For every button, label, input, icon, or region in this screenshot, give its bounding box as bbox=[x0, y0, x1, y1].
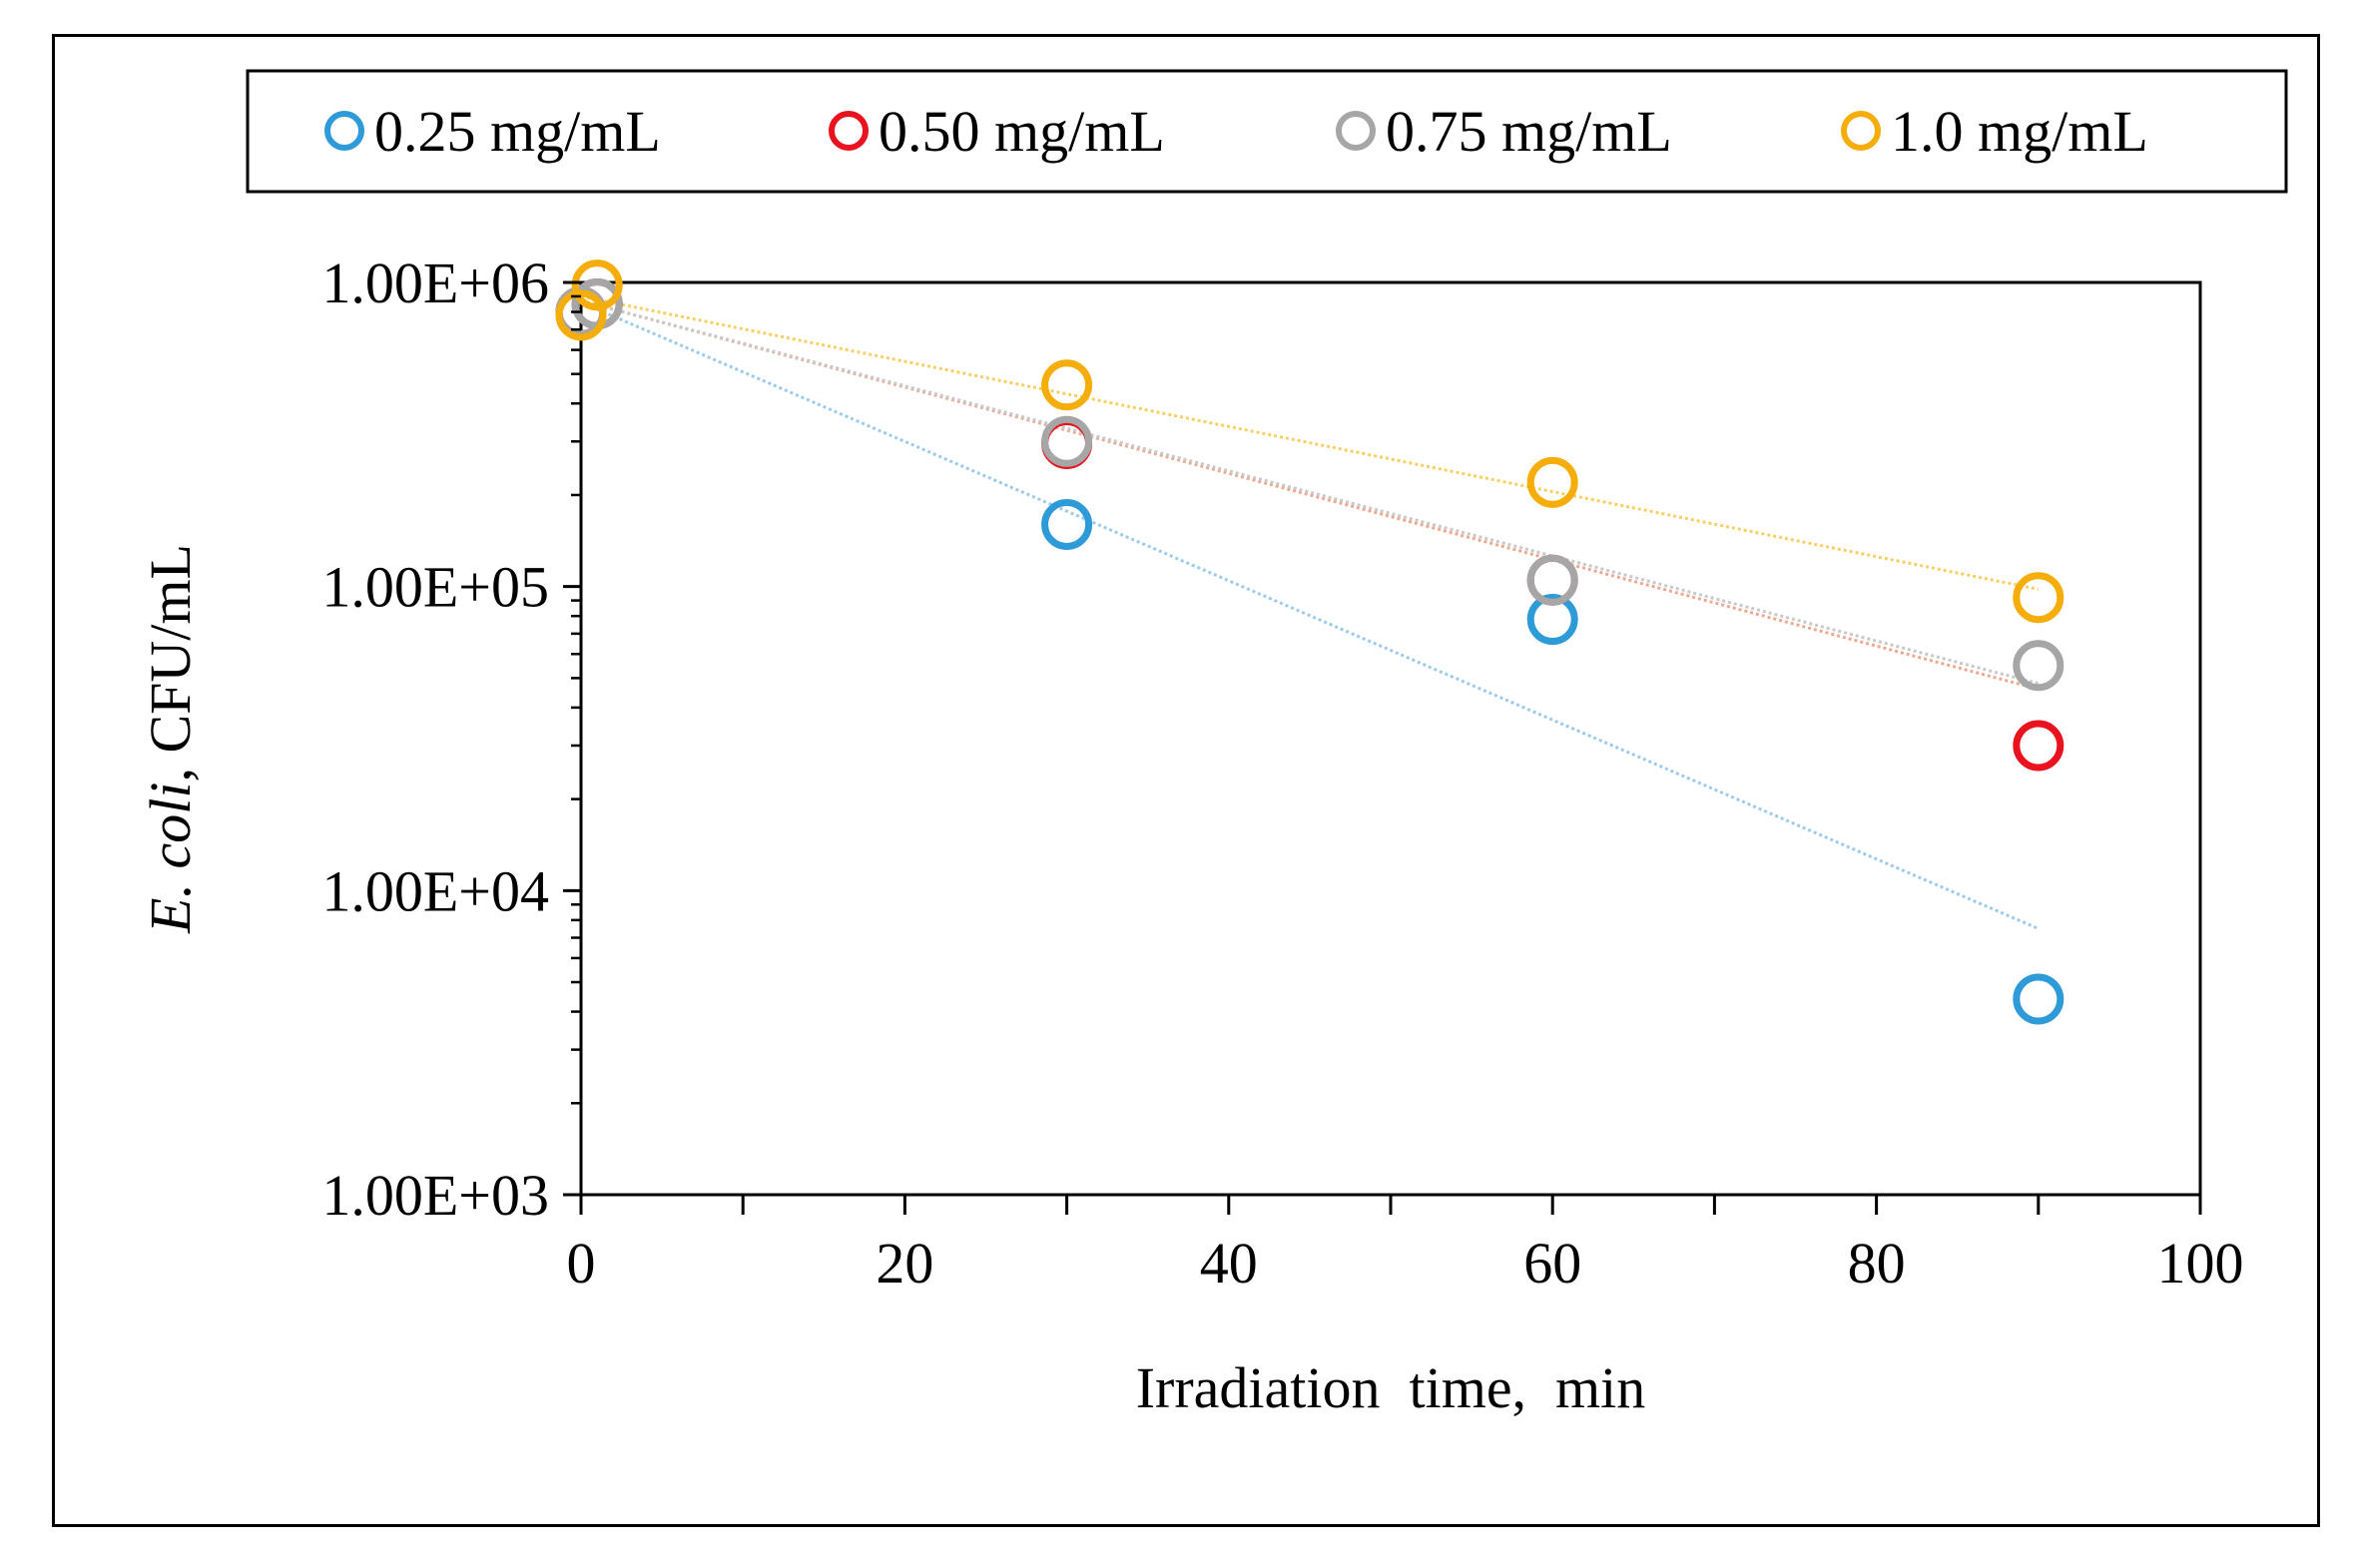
trendline bbox=[580, 300, 2040, 930]
x-tick-label: 80 bbox=[1848, 1231, 1906, 1296]
x-tick-label: 60 bbox=[1523, 1231, 1581, 1296]
legend-label: 1.0 mg/mL bbox=[1891, 99, 2148, 164]
data-point bbox=[1041, 359, 1093, 411]
data-point bbox=[555, 289, 607, 341]
y-axis-label-italic: E. coli bbox=[138, 783, 203, 934]
data-point bbox=[2013, 720, 2064, 772]
legend-marker bbox=[324, 111, 364, 151]
legend-label: 0.75 mg/mL bbox=[1386, 99, 1672, 164]
legend-box bbox=[246, 69, 2288, 194]
y-tick-label: 1.00E+03 bbox=[321, 1163, 549, 1228]
legend-marker bbox=[829, 111, 869, 151]
legend: 0.25 mg/mL 0.50 mg/mL 0.75 mg/mL 1.0 mg/mL bbox=[324, 99, 2148, 164]
x-tick-label: 40 bbox=[1200, 1231, 1258, 1296]
x-axis: 0 20 40 60 80 100 bbox=[567, 1195, 2244, 1296]
data-point bbox=[2013, 572, 2064, 624]
legend-marker bbox=[1841, 111, 1881, 151]
y-tick-label: 1.00E+04 bbox=[321, 858, 549, 923]
x-tick-label: 20 bbox=[876, 1231, 933, 1296]
trendline bbox=[580, 294, 2040, 591]
plot-area bbox=[579, 280, 2202, 1197]
legend-marker bbox=[1336, 111, 1376, 151]
data-point bbox=[1041, 498, 1093, 550]
trendlines bbox=[580, 294, 2040, 930]
y-axis: 1.00E+03 1.00E+04 1.00E+05 1.00E+06 bbox=[321, 251, 581, 1228]
x-tick-label: 100 bbox=[2157, 1231, 2244, 1296]
data-point bbox=[2013, 640, 2064, 692]
y-axis-label: E. coli, CFU/mL bbox=[138, 544, 203, 934]
data-point bbox=[571, 260, 623, 311]
data-point bbox=[1526, 594, 1578, 646]
y-axis-label-rest: , CFU/mL bbox=[138, 544, 203, 783]
data-point bbox=[1526, 554, 1578, 606]
y-tick-label: 1.00E+06 bbox=[321, 251, 549, 315]
y-tick-label: 1.00E+05 bbox=[321, 555, 549, 620]
data-point bbox=[2013, 973, 2064, 1025]
data-points bbox=[555, 260, 2064, 1025]
x-tick-label: 0 bbox=[567, 1231, 596, 1296]
data-point bbox=[1526, 456, 1578, 508]
legend-label: 0.50 mg/mL bbox=[879, 99, 1165, 164]
legend-label: 0.25 mg/mL bbox=[374, 99, 661, 164]
x-axis-label: Irradiation time, min bbox=[1136, 1355, 1646, 1420]
data-point bbox=[1041, 415, 1093, 467]
